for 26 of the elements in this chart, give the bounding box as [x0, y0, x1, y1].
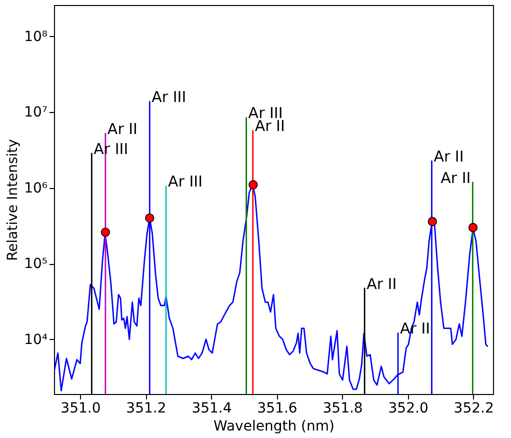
- point: [145, 213, 154, 223]
- point: [100, 228, 110, 237]
- annotation: Ar II: [254, 117, 285, 136]
- x-tick-label: 352.2: [454, 400, 494, 416]
- annotation: Ar II: [440, 168, 471, 187]
- x-tick-label: 351.2: [126, 400, 166, 416]
- point: [248, 180, 258, 190]
- annotation: Ar III: [152, 88, 186, 106]
- y-axis-title: Relative Intensity: [5, 139, 22, 261]
- x-tick-label: 352.0: [388, 400, 428, 416]
- annotation: Ar III: [168, 172, 203, 191]
- x-tick-label: 351.6: [257, 400, 298, 416]
- point: [468, 222, 478, 232]
- y-tick-label: 10⁴: [24, 332, 48, 348]
- x-tick-label: 351.8: [322, 400, 363, 416]
- x-tick-label: 351.4: [192, 400, 232, 416]
- x-axis-title: Wavelength (nm): [214, 418, 334, 434]
- y-tick-label: 10⁵: [24, 256, 48, 272]
- y-tick-label: 10⁸: [24, 28, 48, 45]
- annotation: Ar II: [434, 148, 464, 166]
- annotation: Ar II: [366, 274, 397, 293]
- annotation: Ar II: [107, 120, 138, 138]
- y-tick-label: 10⁷: [24, 104, 48, 121]
- y-tick-label: 10⁶: [24, 180, 48, 196]
- point: [428, 216, 437, 226]
- x-tick-label: 351.0: [60, 400, 101, 416]
